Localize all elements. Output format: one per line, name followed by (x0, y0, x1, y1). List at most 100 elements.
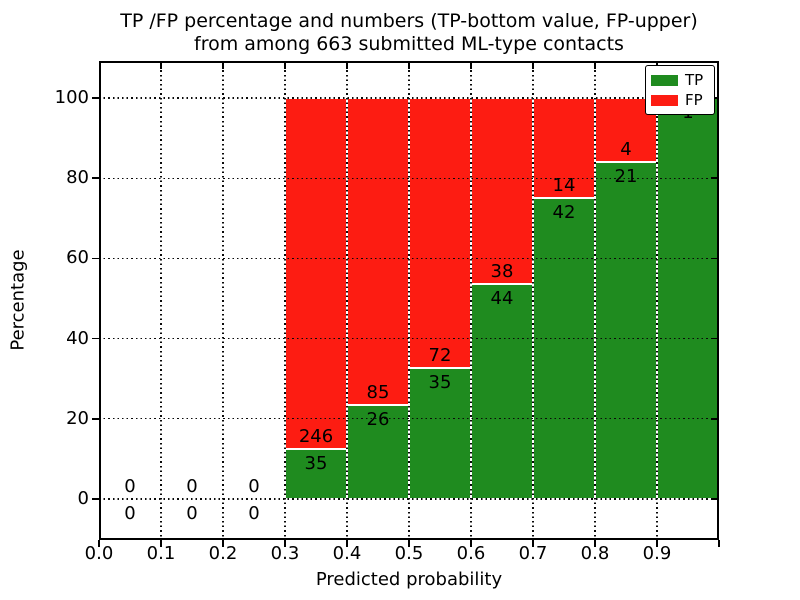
y-axis-label: Percentage (7, 249, 29, 351)
bars-layer (99, 61, 719, 540)
tp-color-swatch (651, 74, 678, 86)
gridline-vertical (408, 61, 410, 540)
annotation-fp-count: 0 (248, 476, 260, 497)
y-tick-mark (92, 257, 99, 260)
y-tick-mark-right (711, 498, 719, 500)
x-tick-mark-top (470, 61, 472, 69)
x-tick-mark (98, 540, 100, 547)
annotation-tp-count: 0 (186, 503, 198, 524)
gridline-vertical (160, 61, 162, 540)
y-tick-label: 20 (66, 407, 89, 429)
spine-bottom (99, 538, 719, 540)
annotation-tp-count: 0 (124, 503, 136, 524)
gridline-horizontal (99, 498, 719, 500)
x-tick-mark (594, 540, 596, 547)
gridline-vertical (532, 61, 534, 540)
x-tick-label: 0.4 (332, 543, 362, 564)
y-tick-mark-right (711, 257, 719, 260)
x-tick-label: 0.8 (580, 543, 610, 564)
gridline-horizontal (99, 418, 719, 420)
x-tick-mark-top (222, 61, 224, 69)
x-tick-mark-top (160, 61, 162, 69)
annotation-tp-count: 44 (490, 287, 514, 309)
spines-layer (99, 61, 719, 540)
annotation-fp-count: 72 (428, 344, 452, 366)
spine-top (99, 61, 719, 63)
gridline-vertical (222, 61, 224, 540)
y-tick-mark (92, 498, 99, 500)
y-tick-mark (92, 418, 99, 420)
annotation-tp-count: 21 (614, 166, 638, 188)
x-tick-mark-top (594, 61, 596, 69)
x-tick-mark (346, 540, 348, 547)
y-tick-label: 60 (66, 247, 89, 269)
x-tick-label: 0.7 (518, 543, 548, 564)
x-tick-mark (532, 540, 534, 547)
annotations-layer: 00000024635852672353844144242101 (99, 61, 719, 540)
gridline-horizontal (99, 177, 719, 179)
annotation-fp-count: 4 (620, 139, 632, 161)
y-tick-mark (92, 97, 99, 99)
annotation-fp-count: 38 (490, 260, 514, 282)
legend-label-fp: FP (685, 91, 703, 109)
y-tick-mark-right (711, 337, 719, 340)
legend-item-tp: TP (651, 72, 709, 88)
y-tick-mark-right (711, 97, 719, 99)
gridline-vertical (656, 61, 658, 540)
gridline-horizontal (99, 257, 719, 260)
x-tick-mark (656, 540, 658, 547)
y-tick-mark (92, 177, 99, 179)
y-tick-label: 0 (77, 488, 89, 509)
x-tick-mark (470, 540, 472, 547)
x-tick-mark-top (346, 61, 348, 69)
x-tick-mark-top (532, 61, 534, 69)
annotation-tp-count: 26 (366, 409, 390, 431)
x-tick-label: 0.5 (394, 543, 424, 564)
x-tick-label: 0.2 (208, 543, 238, 564)
legend-label-tp: TP (685, 71, 704, 89)
annotation-fp-count: 0 (186, 476, 198, 497)
x-tick-label: 0.9 (642, 543, 672, 564)
y-tick-mark-right (711, 418, 719, 420)
bar-segment-fp (285, 98, 347, 450)
x-tick-mark-top (284, 61, 286, 69)
annotation-fp-count: 0 (124, 476, 136, 497)
x-tick-mark-top (408, 61, 410, 69)
annotation-tp-count: 35 (428, 371, 452, 393)
spine-right (717, 61, 719, 540)
grid-layer (99, 61, 719, 540)
x-tick-mark (222, 540, 224, 547)
bar-segment-tp (285, 449, 347, 499)
annotation-fp-count: 14 (552, 175, 576, 197)
x-tick-label: 0.3 (270, 543, 300, 564)
y-tick-mark (92, 337, 99, 340)
gridline-horizontal (99, 337, 719, 340)
plot-area: 00000024635852672353844144242101 (92, 61, 720, 547)
chart-title-line2: from among 663 submitted ML-type contact… (194, 33, 624, 55)
gridline-vertical (470, 61, 472, 540)
x-tick-label: 0.6 (456, 543, 486, 564)
y-tick-mark-right (711, 177, 719, 179)
annotation-tp-count: 0 (248, 503, 260, 524)
gridline-vertical (594, 61, 596, 540)
bar-segment-fp (409, 98, 471, 368)
annotation-fp-count: 246 (298, 426, 334, 448)
legend-item-fp: FP (651, 92, 709, 108)
annotation-tp-count: 42 (552, 202, 576, 224)
chart-title-line1: TP /FP percentage and numbers (TP-bottom… (120, 10, 698, 32)
bar-segment-fp (533, 98, 595, 199)
gridline-horizontal (99, 97, 719, 99)
legend: TP FP (645, 65, 715, 115)
x-tick-mark (718, 540, 720, 547)
x-axis-label: Predicted probability (315, 569, 503, 590)
x-tick-label: 0.1 (146, 543, 176, 564)
spine-left (99, 61, 101, 540)
annotation-tp-count: 35 (304, 453, 328, 475)
x-tick-mark (284, 540, 286, 547)
x-tick-mark (160, 540, 162, 547)
annotation-fp-count: 85 (366, 382, 390, 404)
x-tick-label: 0.0 (84, 543, 114, 564)
y-tick-label: 80 (66, 167, 89, 189)
x-tick-mark (408, 540, 410, 547)
